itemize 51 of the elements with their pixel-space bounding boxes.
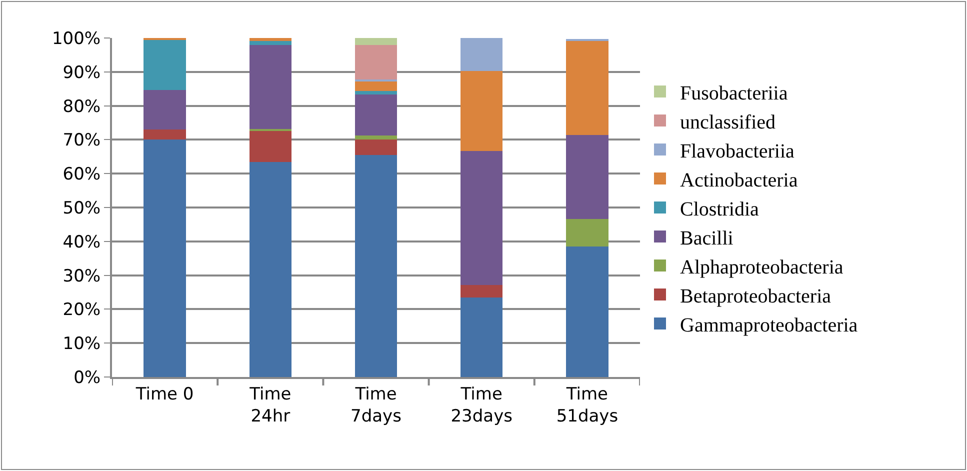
- legend-label: Fusobacteriia: [680, 82, 788, 104]
- legend-label: Gammaproteobacteria: [680, 314, 858, 336]
- legend-label: Alphaproteobacteria: [680, 256, 844, 278]
- x-tick-label: Time 23days: [450, 384, 513, 426]
- bar: [249, 45, 292, 129]
- bar: [354, 82, 398, 92]
- x-tick-label: Time 24hr: [248, 384, 292, 426]
- y-tick-label: 40%: [62, 232, 101, 252]
- bar: [354, 94, 398, 136]
- bar: [566, 246, 608, 377]
- bar: [460, 38, 503, 71]
- bar: [354, 91, 398, 94]
- bar: [354, 38, 398, 45]
- legend-label: Bacilli: [680, 227, 734, 250]
- x-tick-label: Time 7days: [350, 384, 402, 426]
- bar: [144, 39, 186, 90]
- y-tick-label: 90%: [62, 62, 101, 83]
- x-tick-label: Time 51days: [556, 384, 618, 426]
- bar: [566, 40, 608, 135]
- bar: [249, 130, 292, 162]
- bar: [144, 140, 186, 377]
- y-tick-label: 0%: [74, 368, 101, 388]
- legend-label: Flavobacteriia: [680, 140, 795, 162]
- bar: [460, 150, 503, 286]
- y-tick-label: 10%: [62, 334, 101, 354]
- bar: [144, 90, 186, 130]
- bar: [249, 38, 292, 42]
- bar: [460, 297, 503, 377]
- bar: [354, 135, 398, 140]
- bar: [460, 70, 503, 151]
- y-tick-label: 100%: [52, 28, 101, 49]
- y-tick-label: 20%: [62, 300, 101, 320]
- y-tick-label: 30%: [62, 266, 101, 286]
- bar: [354, 140, 398, 155]
- legend-label: Actinobacteria: [680, 169, 798, 192]
- bar: [249, 162, 292, 377]
- bar: [354, 154, 398, 377]
- bar: [354, 44, 398, 80]
- bar: [144, 130, 186, 140]
- legend-label: unclassified: [680, 111, 776, 134]
- bar: [460, 285, 503, 298]
- y-tick-label: 70%: [62, 130, 101, 151]
- x-tick-label: Time 0: [134, 384, 194, 404]
- legend-label: Betaproteobacteria: [680, 285, 832, 308]
- y-tick-label: 60%: [62, 164, 101, 185]
- y-tick-label: 50%: [62, 198, 101, 218]
- bar: [249, 41, 292, 46]
- y-tick-label: 80%: [62, 96, 101, 117]
- bar: [566, 219, 608, 246]
- legend-label: Clostridia: [680, 198, 760, 220]
- bar: [566, 134, 608, 220]
